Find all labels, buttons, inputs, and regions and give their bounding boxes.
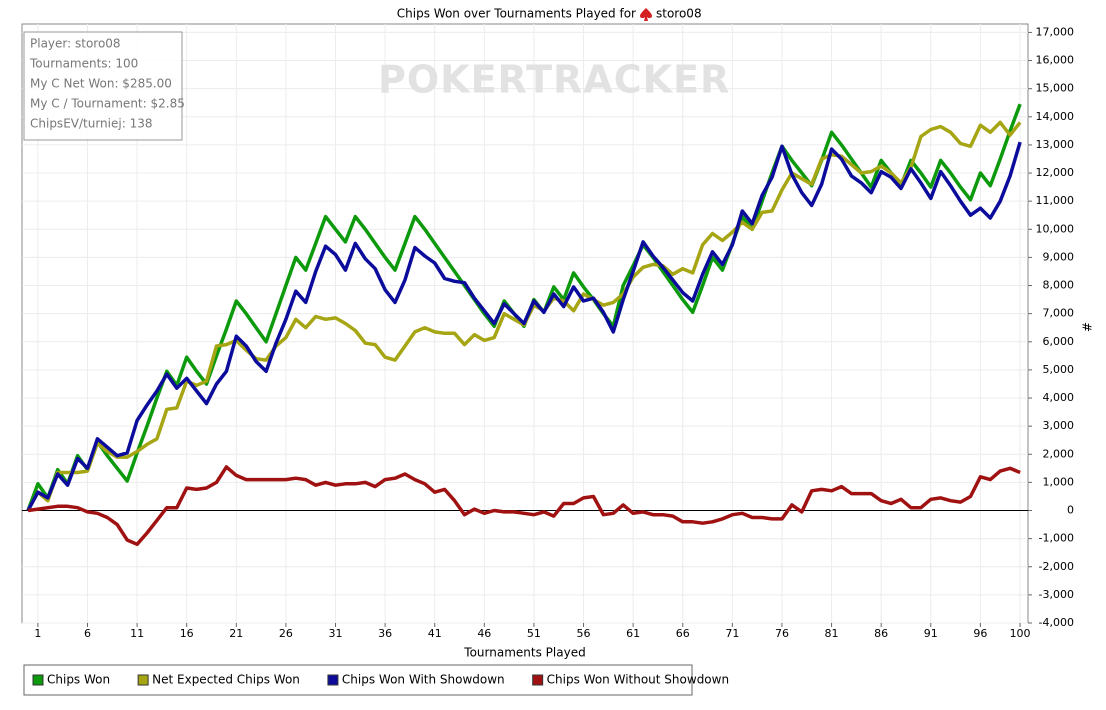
plot-area [21,23,1032,627]
y-tick-label: 10,000 [1036,222,1075,235]
y-tick-label: 1,000 [1043,475,1075,488]
y-tick-label: -2,000 [1039,560,1074,573]
y-tick-label: 17,000 [1036,25,1075,38]
legend-label: Chips Won [47,673,110,687]
y-tick-label: -3,000 [1039,588,1074,601]
x-tick-label: 26 [279,627,293,640]
x-tick-label: 41 [428,627,442,640]
info-frame [23,31,183,141]
x-tick-label: 96 [973,627,987,640]
x-tick-label: 11 [130,627,144,640]
y-tick-label: 3,000 [1043,419,1075,432]
player-name: storo08 [656,7,702,21]
y-tick-label: 6,000 [1043,335,1075,348]
x-tick-label: 81 [825,627,839,640]
x-tick-label: 46 [477,627,491,640]
y-tick-label: 5,000 [1043,363,1075,376]
info-line: Player: storo08 [30,37,121,51]
x-tick-label: 61 [626,627,640,640]
x-tick-label: 31 [329,627,343,640]
y-tick-label: 11,000 [1036,194,1075,207]
x-tick-label: 86 [874,627,888,640]
x-tick-label: 16 [180,627,194,640]
legend-label: Chips Won Without Showdown [547,673,729,687]
watermark: POKERTRACKER [378,58,730,102]
y-tick-label: -4,000 [1039,616,1074,629]
x-tick-label: 91 [924,627,938,640]
spade-icon [640,8,652,21]
x-tick-label: 6 [84,627,91,640]
x-tick-label: 100 [1010,627,1031,640]
info-line: My C Net Won: $285.00 [30,77,172,91]
legend-frame [23,664,693,696]
x-tick-label: 76 [775,627,789,640]
series-line [26,141,1022,512]
y-tick-label: 0 [1067,504,1074,517]
y-axis-label: # [1080,322,1094,332]
y-tick-label: -1,000 [1039,532,1074,545]
y-tick-label: 16,000 [1036,54,1075,67]
legend-swatch [137,674,149,686]
y-tick-label: 7,000 [1043,307,1075,320]
x-axis-label: Tournaments Played [463,646,585,660]
y-tick-label: 14,000 [1036,110,1075,123]
x-tick-label: 71 [725,627,739,640]
info-line: ChipsEV/turniej: 138 [30,117,152,131]
y-tick-label: 12,000 [1036,166,1075,179]
legend-swatch [532,674,544,686]
y-tick-label: 13,000 [1036,138,1075,151]
legend-swatch [327,674,339,686]
y-tick-label: 8,000 [1043,279,1075,292]
x-tick-label: 51 [527,627,541,640]
series-line [27,465,1021,547]
x-tick-label: 1 [34,627,41,640]
legend-label: Net Expected Chips Won [152,673,300,687]
y-tick-label: 9,000 [1043,250,1075,263]
y-tick-label: 2,000 [1043,447,1075,460]
x-tick-label: 56 [577,627,591,640]
legend-label: Chips Won With Showdown [342,673,505,687]
y-tick-label: 4,000 [1043,391,1075,404]
x-tick-label: 36 [378,627,392,640]
x-tick-label: 21 [229,627,243,640]
legend-swatch [32,674,44,686]
info-line: My C / Tournament: $2.85 [30,97,185,111]
info-line: Tournaments: 100 [29,57,138,71]
x-tick-label: 66 [676,627,690,640]
y-tick-label: 15,000 [1036,82,1075,95]
chart-title: Chips Won over Tournaments Played for [397,7,636,21]
info-box: Player: storo08 Tournaments: 100 My C Net … [23,31,185,141]
